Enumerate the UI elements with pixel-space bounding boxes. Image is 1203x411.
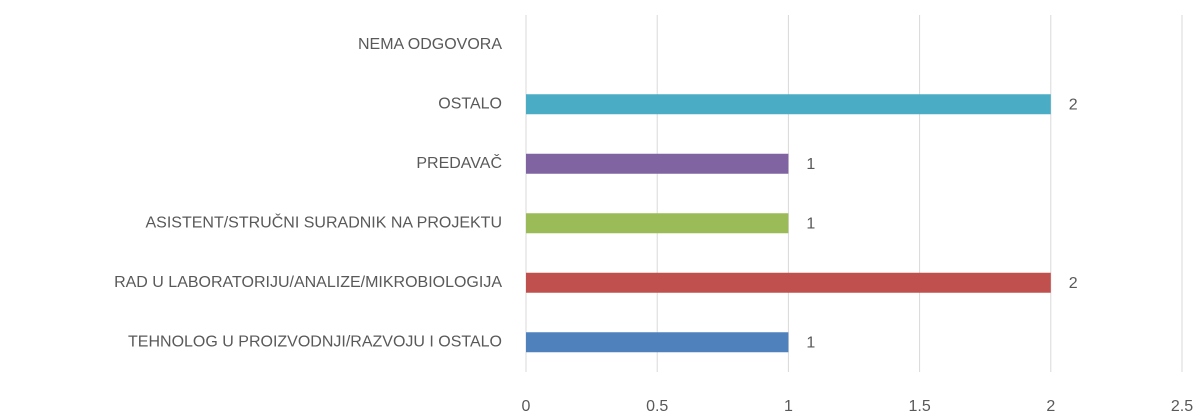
data-label: 2: [1069, 96, 1078, 113]
data-label: 1: [806, 215, 815, 232]
x-tick-label: 0: [522, 398, 531, 411]
y-tick-label: PREDAVAČ: [416, 153, 502, 172]
data-label: 2: [1069, 275, 1078, 292]
x-tick-label: 0,5: [646, 398, 668, 411]
x-tick-label: 1: [784, 398, 793, 411]
x-tick-label: 1,5: [908, 398, 930, 411]
data-label: 1: [806, 156, 815, 173]
bar: [526, 94, 1051, 115]
bar: [526, 153, 789, 174]
y-tick-label: TEHNOLOG U PROIZVODNJI/RAZVOJU I OSTALO: [128, 333, 502, 350]
x-tick-label: 2: [1046, 398, 1055, 411]
y-tick-label: OSTALO: [438, 95, 502, 112]
bar: [526, 272, 1051, 293]
y-tick-label: ASISTENT/STRUČNI SURADNIK NA PROJEKTU: [146, 212, 503, 231]
x-tick-label: 2,5: [1171, 398, 1193, 411]
y-tick-label: NEMA ODGOVORA: [358, 36, 502, 53]
bar: [526, 332, 789, 353]
bar: [526, 213, 789, 234]
y-tick-label: RAD U LABORATORIJU/ANALIZE/MIKROBIOLOGIJ…: [114, 274, 502, 291]
data-label: 1: [806, 334, 815, 351]
